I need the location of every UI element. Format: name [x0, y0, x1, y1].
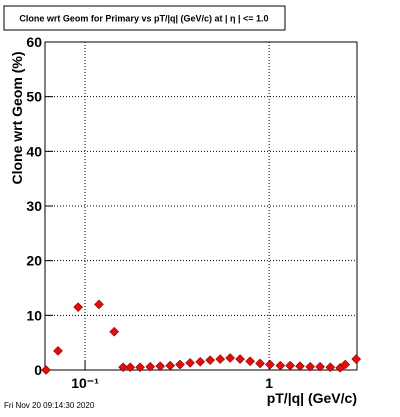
y-tick-label: 30 [26, 198, 42, 214]
data-point [118, 362, 128, 373]
data-point [235, 354, 245, 364]
y-tick-label: 40 [26, 143, 42, 159]
title-box [3, 5, 286, 31]
data-point [315, 361, 325, 372]
y-tick-label: 10 [26, 307, 42, 323]
data-point [185, 358, 195, 368]
data-point [285, 360, 295, 371]
x-tick-label: 1 [265, 375, 273, 391]
x-axis-label: pT/|q| (GeV/c) [267, 390, 357, 406]
data-point [41, 365, 51, 375]
data-point [325, 362, 336, 373]
data-point [205, 355, 215, 366]
y-tick-label: 0 [34, 362, 42, 378]
data-point [265, 359, 275, 370]
y-tick-label: 60 [26, 34, 42, 50]
data-point [94, 299, 104, 310]
data-point [340, 359, 351, 370]
data-point [245, 356, 255, 367]
data-point [155, 361, 166, 372]
data-point [215, 354, 226, 364]
data-point [195, 356, 206, 367]
data-point [125, 362, 136, 373]
data-point [109, 326, 120, 337]
x-tick-label: 10⁻¹ [71, 375, 99, 391]
data-point [145, 361, 156, 372]
data-point [225, 353, 236, 363]
data-point [135, 362, 145, 373]
y-tick-label: 50 [26, 89, 42, 105]
y-axis-label: Clone wrt Geom (%) [9, 51, 25, 184]
data-point [275, 360, 286, 371]
data-point [351, 354, 362, 364]
data-point [305, 361, 316, 372]
data-point [255, 358, 265, 369]
y-tick-label: 20 [26, 253, 42, 269]
chart-title: Clone wrt Geom for Primary vs pT/|q| (Ge… [19, 13, 268, 23]
data-point [165, 360, 176, 371]
data-point [53, 346, 63, 356]
timestamp: Fri Nov 20 09:14:30 2020 [4, 401, 95, 410]
data-point [175, 359, 185, 370]
data-point [295, 361, 305, 372]
data-point [73, 302, 83, 312]
